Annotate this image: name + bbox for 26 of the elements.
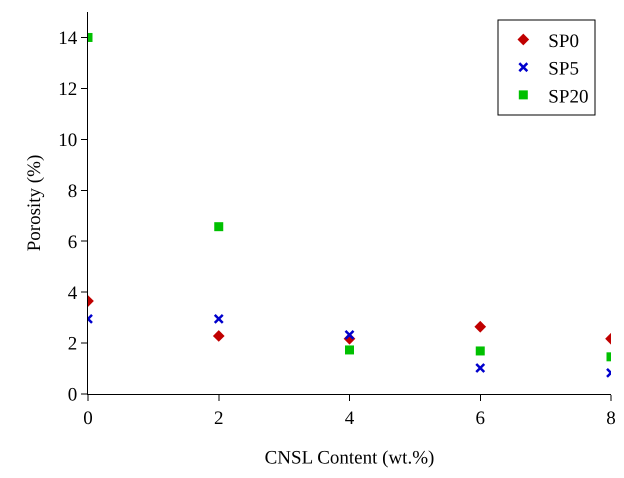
x-tick-label: 6 xyxy=(476,408,485,429)
legend-label: SP20 xyxy=(548,86,588,108)
x-tick-label: 0 xyxy=(83,408,93,429)
y-tick-label: 2 xyxy=(68,334,78,355)
x-tick-label: 4 xyxy=(344,408,355,429)
point xyxy=(474,320,486,333)
y-tick-label: 0 xyxy=(68,384,78,406)
y-tick-label: 12 xyxy=(58,79,78,100)
y-tick-label: 14 xyxy=(58,28,78,50)
point xyxy=(214,314,224,324)
point xyxy=(476,346,485,356)
y-tick-label: 8 xyxy=(68,180,78,202)
y-tick-label: 10 xyxy=(58,130,78,151)
x-tick-label: 8 xyxy=(606,408,616,429)
point xyxy=(212,330,225,342)
legend-label: SP0 xyxy=(548,30,579,52)
point xyxy=(475,362,486,374)
y-tick-label: 6 xyxy=(68,232,78,253)
y-axis-title: Porosity (%) xyxy=(24,154,46,252)
point xyxy=(214,222,224,232)
point xyxy=(344,330,355,340)
x-tick-label: 2 xyxy=(214,408,224,429)
point xyxy=(345,345,354,354)
legend-label: SP5 xyxy=(548,58,579,80)
x-axis-title: CNSL Content (wt.%) xyxy=(264,448,434,469)
y-tick-label: 4 xyxy=(68,282,78,304)
